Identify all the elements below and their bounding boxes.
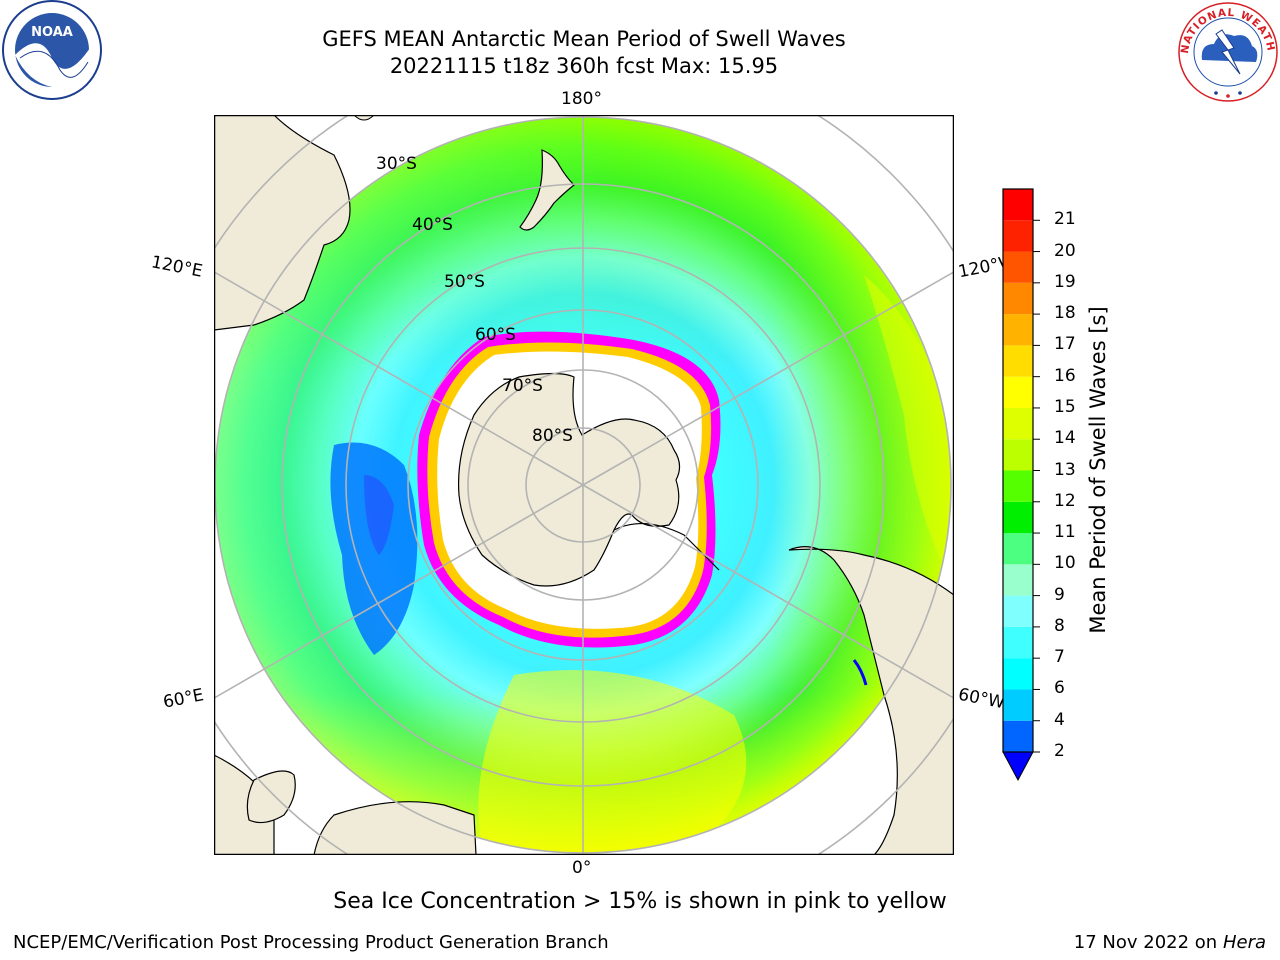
new-zealand-landmass (519, 149, 575, 231)
colorbar-segment (1003, 376, 1033, 408)
colorbar-tick-label: 2 (1054, 741, 1065, 761)
polar-map: 30°S 40°S 50°S 60°S 70°S 80°S (214, 115, 954, 855)
colorbar-segment (1003, 345, 1033, 377)
footer-date-text: 17 Nov 2022 on (1073, 932, 1218, 953)
colorbar-segment (1003, 626, 1033, 659)
chart-title: GEFS MEAN Antarctic Mean Period of Swell… (322, 27, 846, 51)
colorbar-segment (1003, 470, 1033, 502)
footer-machine: Hera (1222, 932, 1266, 953)
high-period-patch (478, 670, 747, 853)
colorbar-tick-label: 9 (1054, 584, 1065, 605)
colorbar-tick-label: 16 (1054, 365, 1076, 386)
lat-label-70s: 70°S (502, 376, 543, 396)
colorbar-tick-label: 19 (1054, 271, 1076, 292)
colorbar-tick-label: 13 (1054, 459, 1076, 480)
colorbar-segment (1003, 314, 1033, 346)
colorbar-extend-triangle (1002, 751, 1034, 782)
footer-branch: NCEP/EMC/Verification Post Processing Pr… (13, 932, 609, 953)
lat-label-40s: 40°S (412, 215, 453, 235)
lon-label-60w: 60°W (956, 684, 1007, 714)
colorbar-tick-label: 15 (1054, 396, 1076, 417)
meridian-60e (214, 484, 584, 700)
colorbar-tick-label: 6 (1054, 678, 1065, 699)
colorbar-segment (1003, 407, 1033, 440)
colorbar-tick-label: 8 (1054, 615, 1065, 636)
colorbar-segment (1003, 595, 1033, 627)
meridian-120w (582, 270, 954, 486)
sea-ice-caption: Sea Ice Concentration > 15% is shown in … (333, 889, 947, 914)
colorbar-tick-label: 21 (1054, 209, 1076, 230)
lat-label-50s: 50°S (444, 272, 485, 292)
colorbar-segment (1003, 720, 1033, 752)
colorbar-segment (1003, 564, 1033, 596)
colorbar-segment (1003, 282, 1033, 315)
nws-logo: NATIONAL WEATHER SERVICE (1176, 0, 1278, 102)
lon-label-120e: 120°E (149, 252, 205, 282)
colorbar-tick-label: 10 (1054, 553, 1076, 574)
colorbar-tick-label: 11 (1054, 522, 1076, 543)
lon-label-0: 0° (572, 858, 592, 878)
colorbar-tick-label: 20 (1054, 240, 1076, 261)
noaa-logo: NOAA (2, 0, 102, 100)
meridian-120e (214, 270, 584, 486)
colorbar-segment (1003, 189, 1033, 221)
colorbar-tick-label: 4 (1054, 709, 1065, 730)
meridian-60w (582, 484, 954, 700)
map-frame (214, 115, 954, 855)
colorbar-segment (1003, 533, 1033, 565)
colorbar-tick-label: 12 (1054, 490, 1076, 511)
lat-label-80s: 80°S (532, 426, 573, 446)
lon-label-60e: 60°E (161, 685, 206, 713)
colorbar (1002, 188, 1040, 782)
colorbar-label: Mean Period of Swell Waves [s] (1086, 306, 1110, 634)
colorbar-tick-label: 18 (1054, 303, 1076, 324)
colorbar-segment (1003, 658, 1033, 690)
lon-label-180: 180° (561, 89, 602, 109)
colorbar-tick-label: 17 (1054, 334, 1076, 355)
colorbar-segment (1003, 501, 1033, 534)
chart-subtitle: 20221115 t18z 360h fcst Max: 15.95 (389, 54, 779, 78)
colorbar-segment (1003, 689, 1033, 721)
colorbar-segment (1003, 251, 1033, 283)
lat-label-30s: 30°S (376, 154, 417, 174)
lat-label-60s: 60°S (475, 325, 516, 345)
colorbar-segment (1003, 220, 1033, 252)
low-period-patch (330, 442, 418, 655)
australia-landmass (214, 115, 351, 331)
footer-date: 17 Nov 2022 on Hera (1074, 932, 1266, 953)
antarctica-landmass (458, 372, 681, 587)
colorbar-tick-label: 7 (1054, 647, 1065, 668)
colorbar-tick-label: 14 (1054, 428, 1076, 449)
noaa-logo-text: NOAA (31, 25, 73, 40)
south-america-landmass (788, 546, 954, 855)
colorbar-segment (1003, 439, 1033, 471)
